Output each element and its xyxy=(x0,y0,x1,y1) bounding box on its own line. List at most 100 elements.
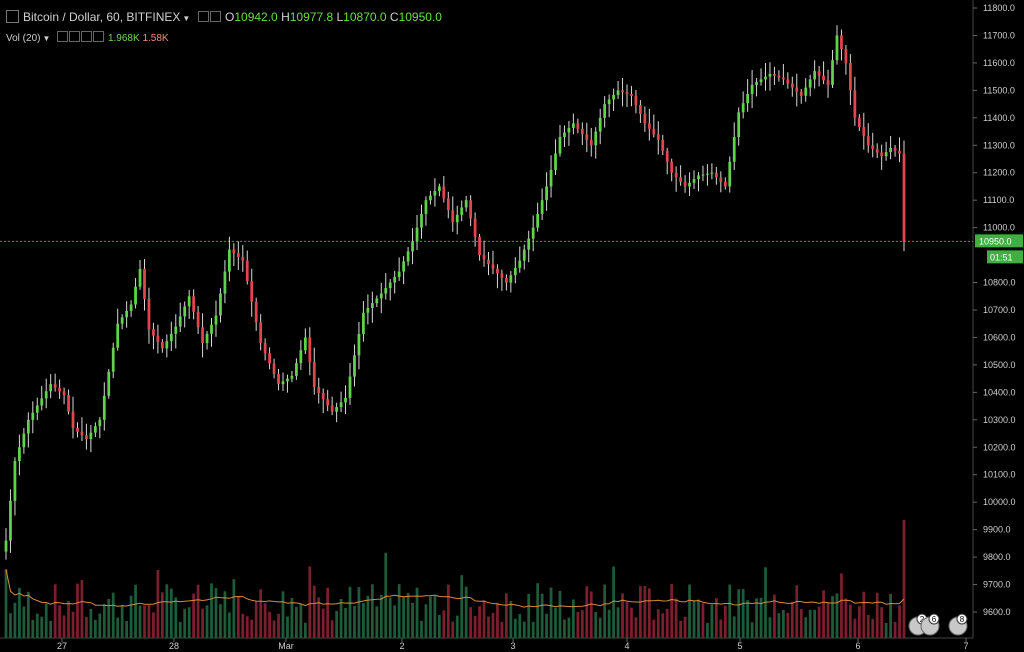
candle xyxy=(442,176,446,203)
candle-body xyxy=(697,175,700,180)
settings-icon[interactable] xyxy=(197,11,209,22)
candle xyxy=(661,134,665,156)
candle xyxy=(755,77,758,97)
low-label: L xyxy=(336,10,344,24)
candle xyxy=(670,158,674,182)
candle xyxy=(26,412,30,448)
volume-bar xyxy=(656,609,660,638)
candle xyxy=(822,61,825,85)
candle-body xyxy=(746,94,750,104)
x-tick-label: 28 xyxy=(169,641,179,651)
volume-bar xyxy=(612,566,615,638)
more-icon[interactable] xyxy=(93,31,105,42)
volume-bar xyxy=(53,584,57,638)
candle xyxy=(268,347,271,370)
candle-body xyxy=(85,435,88,440)
candle-body xyxy=(303,337,307,351)
candle xyxy=(554,139,557,176)
symbol-title[interactable]: Bitcoin / Dollar, 60, BITFINEX xyxy=(23,10,181,24)
candle xyxy=(875,143,879,159)
settings-icon[interactable] xyxy=(69,31,81,42)
candle-body xyxy=(706,173,709,175)
candle-body xyxy=(634,95,638,106)
volume-bar xyxy=(93,619,97,638)
candle-body xyxy=(76,428,79,432)
candle-body xyxy=(18,447,21,461)
candle-body xyxy=(13,461,17,501)
volume-bar xyxy=(527,593,531,638)
candle xyxy=(370,291,374,323)
candle xyxy=(804,78,808,102)
y-tick-label: 11500.0 xyxy=(983,85,1015,95)
candle xyxy=(884,141,888,161)
candle xyxy=(777,70,781,82)
candle xyxy=(420,204,423,239)
candle-body xyxy=(509,275,513,283)
volume-bar xyxy=(723,605,727,638)
candle-body xyxy=(196,311,200,328)
candle xyxy=(165,334,169,358)
volume-bar xyxy=(429,596,432,638)
volume-bar xyxy=(326,587,330,638)
candle-body xyxy=(49,384,53,392)
candle xyxy=(594,127,598,159)
candle xyxy=(259,314,263,351)
candle-body xyxy=(263,342,267,354)
volume-bar xyxy=(500,621,504,638)
candle xyxy=(134,278,137,309)
candle xyxy=(732,122,736,170)
volume-bar xyxy=(554,607,557,638)
volume-bar xyxy=(44,603,48,638)
candle-body xyxy=(232,249,236,254)
candle xyxy=(795,73,799,107)
candle-body xyxy=(53,384,57,388)
volume-bar xyxy=(473,615,477,638)
volume-title[interactable]: Vol (20) xyxy=(6,33,41,44)
candle-body xyxy=(585,134,589,140)
low-value: 10870.0 xyxy=(343,10,387,24)
candle xyxy=(634,89,638,114)
volume-bar xyxy=(607,609,611,638)
candle-body xyxy=(156,335,160,343)
volume-bar xyxy=(697,599,700,638)
candle xyxy=(893,145,897,157)
candle-body xyxy=(889,148,892,153)
candle xyxy=(496,264,499,289)
candle-body xyxy=(420,213,423,228)
candle xyxy=(455,205,459,235)
candle-body xyxy=(764,76,767,80)
candle xyxy=(545,172,548,211)
volume-bar xyxy=(880,607,884,638)
candle-body xyxy=(473,218,477,237)
candle xyxy=(76,422,79,438)
badge-count-bubble xyxy=(928,613,940,625)
candle-body xyxy=(545,186,548,201)
volume-bar xyxy=(746,600,750,638)
close-icon[interactable] xyxy=(81,31,93,42)
candle xyxy=(424,196,428,226)
hide-icon[interactable] xyxy=(209,11,221,22)
volume-bar xyxy=(98,613,102,638)
event-badge[interactable]: 6 xyxy=(920,613,940,636)
candle xyxy=(196,306,200,334)
candle-body xyxy=(178,316,182,327)
candle xyxy=(58,379,61,399)
volume-bar xyxy=(58,605,61,638)
volume-bar xyxy=(196,584,200,638)
volume-bar xyxy=(362,603,365,638)
chevron-down-icon[interactable]: ▼ xyxy=(182,14,191,23)
volume-bar xyxy=(531,621,535,638)
collapse-icon[interactable] xyxy=(6,10,19,23)
y-tick-label: 9800.0 xyxy=(983,552,1011,562)
candle xyxy=(862,112,866,150)
chevron-down-icon[interactable]: ▼ xyxy=(42,34,51,43)
candle-body xyxy=(898,150,901,154)
candle xyxy=(768,62,772,91)
y-tick-label: 9700.0 xyxy=(983,580,1011,590)
candle-body xyxy=(214,315,218,325)
eye-icon[interactable] xyxy=(57,31,69,42)
volume-bar xyxy=(125,621,129,638)
event-badge[interactable]: 8 xyxy=(948,613,968,636)
volume-bar xyxy=(558,590,562,638)
